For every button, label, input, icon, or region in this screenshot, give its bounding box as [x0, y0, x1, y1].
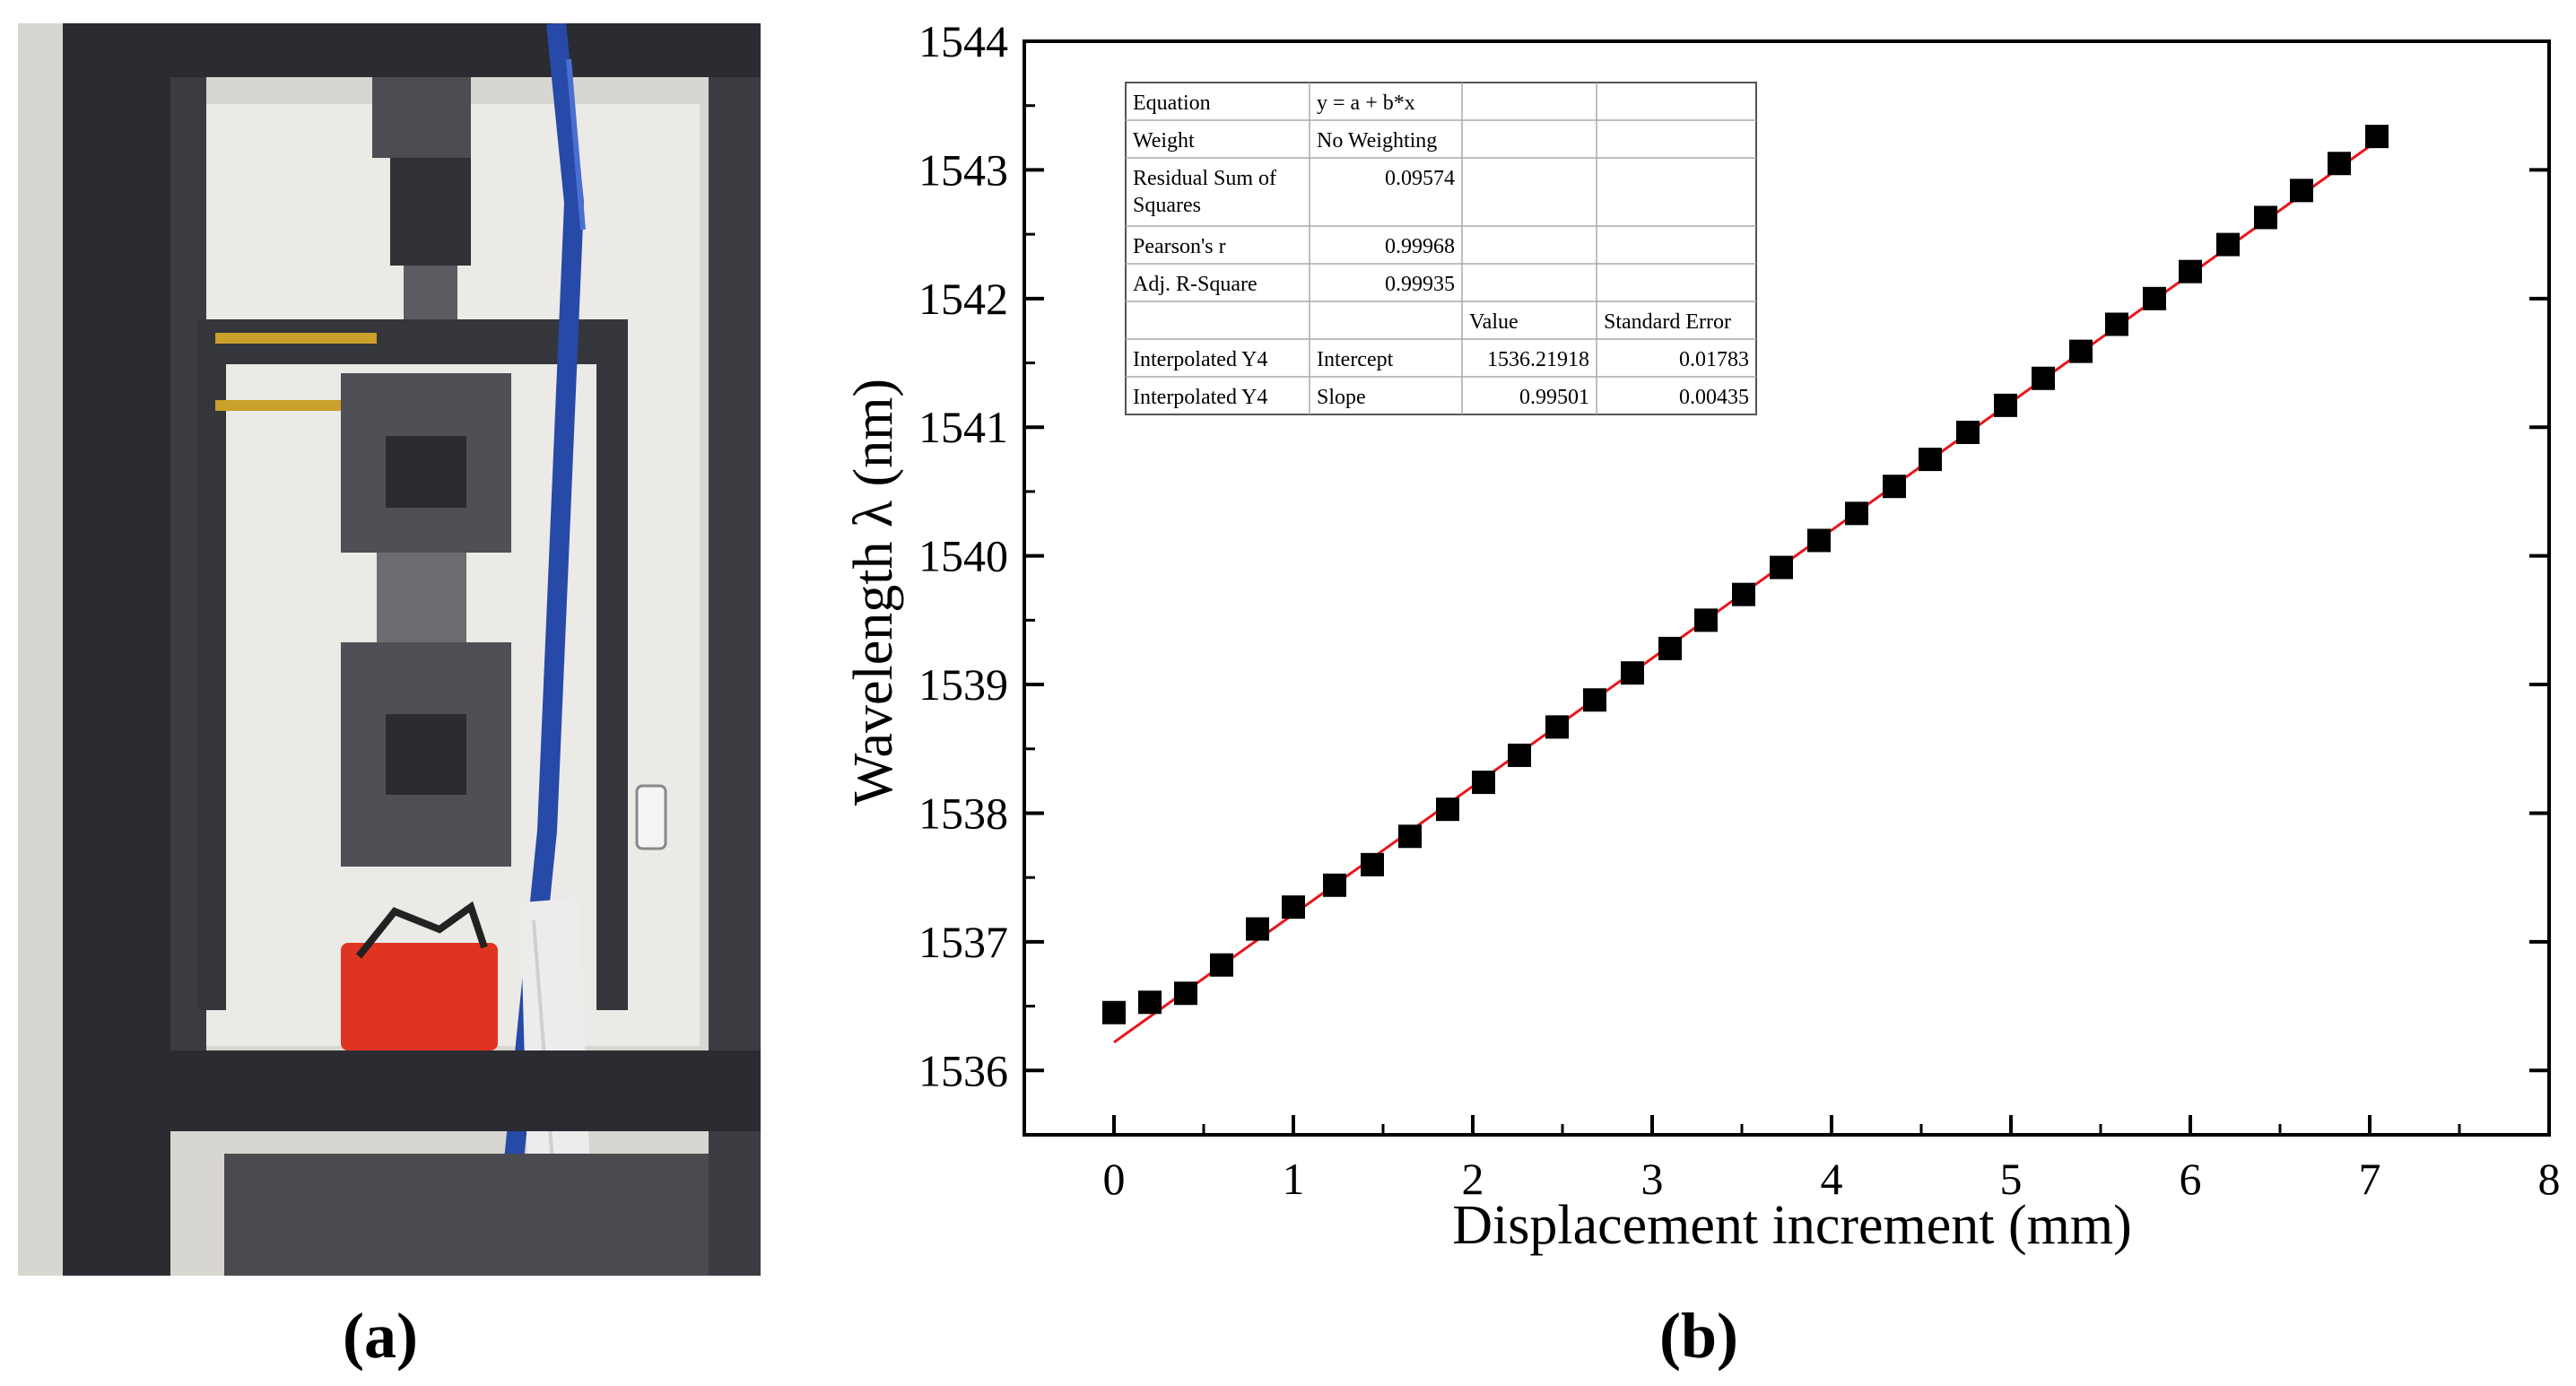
data-point: [1845, 501, 1868, 526]
x-tick-label: 0: [1103, 1154, 1126, 1204]
fit-table-cell: Standard Error: [1604, 310, 1731, 334]
data-point: [1919, 448, 1942, 472]
fit-table-cell: Equation: [1133, 92, 1211, 115]
data-point: [1472, 771, 1495, 795]
fit-table-cell: 0.99935: [1385, 273, 1455, 296]
panel-b-caption: (b): [1659, 1300, 1739, 1372]
x-tick-label: 5: [2000, 1154, 2023, 1204]
data-point: [1102, 1000, 1126, 1024]
data-point: [1807, 528, 1831, 553]
y-tick-label: 1536: [918, 1045, 1008, 1095]
panel-b-letter: b: [1680, 1300, 1718, 1372]
panel-a-letter: a: [363, 1300, 396, 1372]
data-point: [1994, 393, 2017, 417]
fit-table-cell: Intercept: [1317, 348, 1394, 371]
data-point: [2032, 366, 2055, 390]
x-tick-label: 7: [2359, 1154, 2381, 1204]
fit-table-cell: Adj. R-Square: [1133, 273, 1258, 296]
data-point: [1246, 917, 1269, 941]
data-point: [1883, 475, 1906, 499]
y-tick-label: 1542: [918, 274, 1008, 324]
fit-table-cell: Weight: [1133, 129, 1195, 153]
data-point: [1621, 661, 1644, 685]
data-point: [1282, 895, 1305, 920]
data-point: [1732, 582, 1755, 606]
data-points: [1102, 125, 2389, 1024]
y-tick-label: 1539: [918, 659, 1008, 710]
data-point: [2216, 232, 2240, 257]
y-tick-label: 1543: [918, 144, 1008, 195]
data-point: [1956, 420, 1980, 444]
fit-table-cell: 1536.21918: [1487, 348, 1589, 371]
data-point: [2328, 152, 2351, 176]
y-tick-label: 1537: [918, 917, 1008, 967]
data-point: [1436, 798, 1459, 822]
data-point: [2365, 125, 2389, 149]
y-tick-label: 1541: [918, 402, 1008, 452]
tensile-test-machine-photo-icon: [18, 23, 761, 1276]
data-point: [2069, 339, 2093, 363]
y-axis-label: Wavelength λ (nm): [843, 379, 904, 806]
plot-frame: [1023, 39, 2551, 1137]
x-tick-label: 1: [1283, 1154, 1305, 1204]
fit-table-cell: Slope: [1317, 386, 1366, 409]
fit-table-cell: Value: [1469, 310, 1519, 334]
data-point: [1138, 990, 1162, 1015]
data-point: [2254, 205, 2277, 230]
fit-table-cell: 0.09574: [1385, 167, 1455, 190]
data-point: [1658, 636, 1682, 660]
fit-table-cell: Pearson's r: [1133, 235, 1226, 258]
data-point: [1545, 715, 1569, 739]
fit-table-cell: No Weighting: [1317, 129, 1437, 153]
y-tick-label: 1538: [918, 788, 1008, 838]
data-point: [1583, 688, 1606, 712]
data-point: [1323, 873, 1346, 897]
y-tick-label: 1544: [918, 16, 1008, 66]
fit-table-cell: Interpolated Y4: [1133, 386, 1267, 409]
data-point: [1770, 555, 1793, 580]
x-tick-label: 6: [2180, 1154, 2202, 1204]
data-point: [2290, 179, 2313, 203]
x-axis-label: Displacement increment (mm): [1452, 1195, 2132, 1256]
fit-table-cell: 0.01783: [1679, 348, 1749, 371]
x-tick-label: 8: [2538, 1154, 2561, 1204]
data-point: [1398, 824, 1422, 849]
fit-table-cell: Residual Sum of Squares: [1133, 167, 1276, 217]
chart-axes: 0 1 2 3 4 5 6 7 8 1536 1537 1538 1539 1540 1541 1542 154…: [918, 16, 2561, 1204]
data-point: [2105, 312, 2128, 336]
data-point: [1694, 608, 1718, 632]
data-point: [2143, 286, 2166, 310]
fit-table-cell: 0.99968: [1385, 235, 1455, 258]
x-tick-label: 4: [1821, 1154, 1843, 1204]
data-point: [1174, 981, 1197, 1006]
fit-table-cell: 0.00435: [1679, 386, 1749, 409]
data-point: [1361, 852, 1384, 876]
data-point: [1508, 743, 1531, 767]
fit-table-cell: 0.99501: [1519, 386, 1589, 409]
data-point: [2179, 259, 2202, 283]
fit-results-table: Equation y = a + b*x Weight No Weighting Res…: [1125, 82, 1757, 415]
fit-table-cell: Interpolated Y4: [1133, 348, 1267, 371]
fit-table-cell: y = a + b*x: [1317, 92, 1415, 115]
x-tick-label: 3: [1641, 1154, 1664, 1204]
y-tick-label: 1540: [918, 531, 1008, 581]
panel-a-caption: (a): [343, 1300, 418, 1372]
fit-table-frame: [1125, 82, 1757, 415]
x-tick-label: 2: [1462, 1154, 1484, 1204]
data-point: [1210, 953, 1233, 977]
